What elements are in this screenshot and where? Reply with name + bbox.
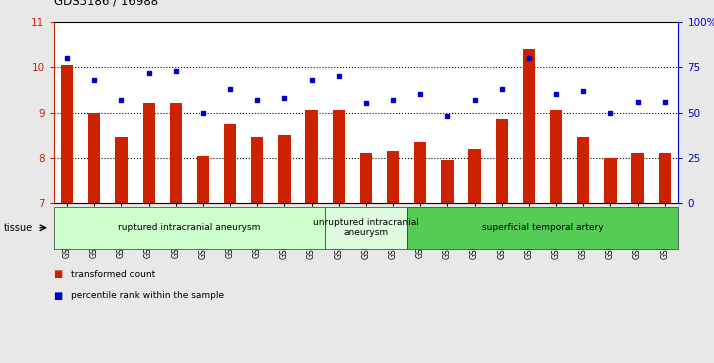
Bar [278, 135, 291, 203]
Bar [170, 103, 182, 203]
Bar [143, 103, 155, 203]
Bar [333, 110, 345, 203]
Bar [251, 138, 263, 203]
Text: ruptured intracranial aneurysm: ruptured intracranial aneurysm [119, 223, 261, 232]
Bar [604, 158, 616, 203]
Bar [550, 110, 562, 203]
Bar [658, 154, 671, 203]
Text: superficial temporal artery: superficial temporal artery [482, 223, 603, 232]
Bar [224, 124, 236, 203]
Text: ■: ■ [54, 269, 63, 279]
Text: transformed count: transformed count [71, 270, 156, 278]
Bar [306, 110, 318, 203]
Bar [631, 154, 643, 203]
Bar [523, 49, 535, 203]
Bar [387, 151, 399, 203]
Bar [197, 156, 209, 203]
Text: tissue: tissue [4, 223, 33, 233]
Bar [441, 160, 453, 203]
Text: ■: ■ [54, 291, 63, 301]
Text: unruptured intracranial
aneurysm: unruptured intracranial aneurysm [313, 218, 419, 237]
Text: percentile rank within the sample: percentile rank within the sample [71, 291, 224, 300]
Bar [116, 138, 128, 203]
Bar [360, 154, 372, 203]
Bar [577, 138, 589, 203]
Bar [61, 65, 74, 203]
Bar [496, 119, 508, 203]
Bar [89, 113, 101, 203]
Bar [414, 142, 426, 203]
Bar [468, 149, 481, 203]
Text: GDS5186 / 16988: GDS5186 / 16988 [54, 0, 158, 7]
